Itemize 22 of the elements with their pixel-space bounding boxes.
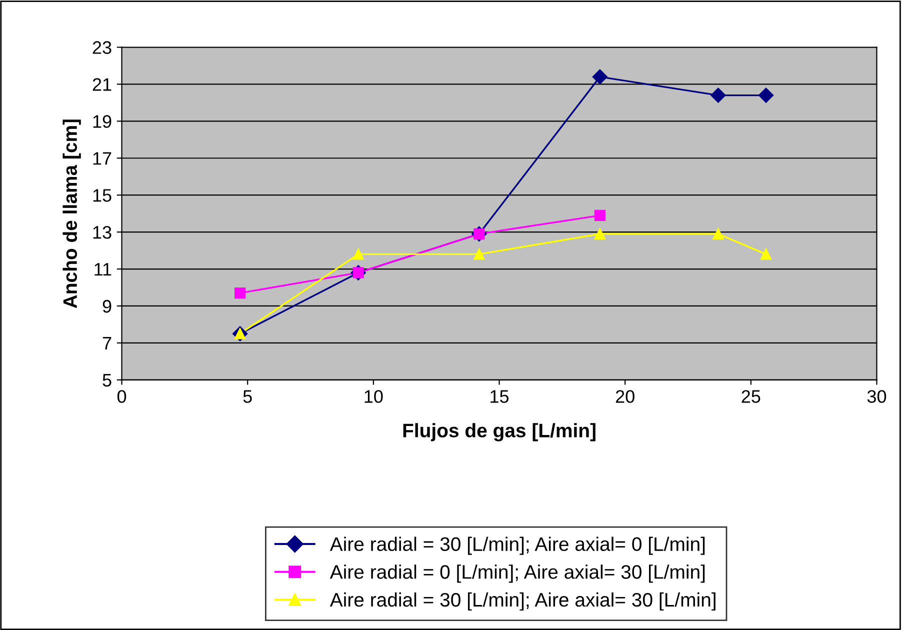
x-tick-label: 15 (490, 390, 509, 403)
y-tick-label: 15 (93, 189, 112, 202)
y-tick-label: 21 (92, 78, 112, 91)
y-tick-label: 17 (93, 152, 112, 165)
legend-label: Aire radial = 30 [L/min]; Aire axial= 0 [L/min] (330, 536, 705, 555)
legend-label: Aire radial = 30 [L/min]; Aire axial= 30 [L/min] (330, 592, 716, 611)
x-tick-label: 0 (117, 390, 126, 403)
x-tick-label: 25 (742, 390, 760, 403)
x-tick-label: 30 (867, 390, 886, 403)
y-tick-label: 11 (94, 263, 112, 276)
y-axis-title: Ancho de llama [cm] (62, 120, 81, 308)
y-tick-label: 19 (93, 115, 112, 128)
y-tick-label: 7 (102, 337, 112, 350)
y-tick-label: 13 (93, 226, 112, 239)
x-tick-label: 20 (616, 390, 634, 403)
y-tick-label: 9 (102, 300, 112, 313)
x-tick-label: 10 (364, 390, 383, 403)
legend-label: Aire radial = 0 [L/min]; Aire axial= 30 [L/min] (330, 564, 705, 583)
y-tick-label: 23 (92, 41, 112, 54)
y-tick-label: 5 (102, 374, 112, 387)
x-tick-label: 5 (243, 390, 252, 403)
x-axis-title: Flujos de gas [L/min] (403, 423, 596, 442)
